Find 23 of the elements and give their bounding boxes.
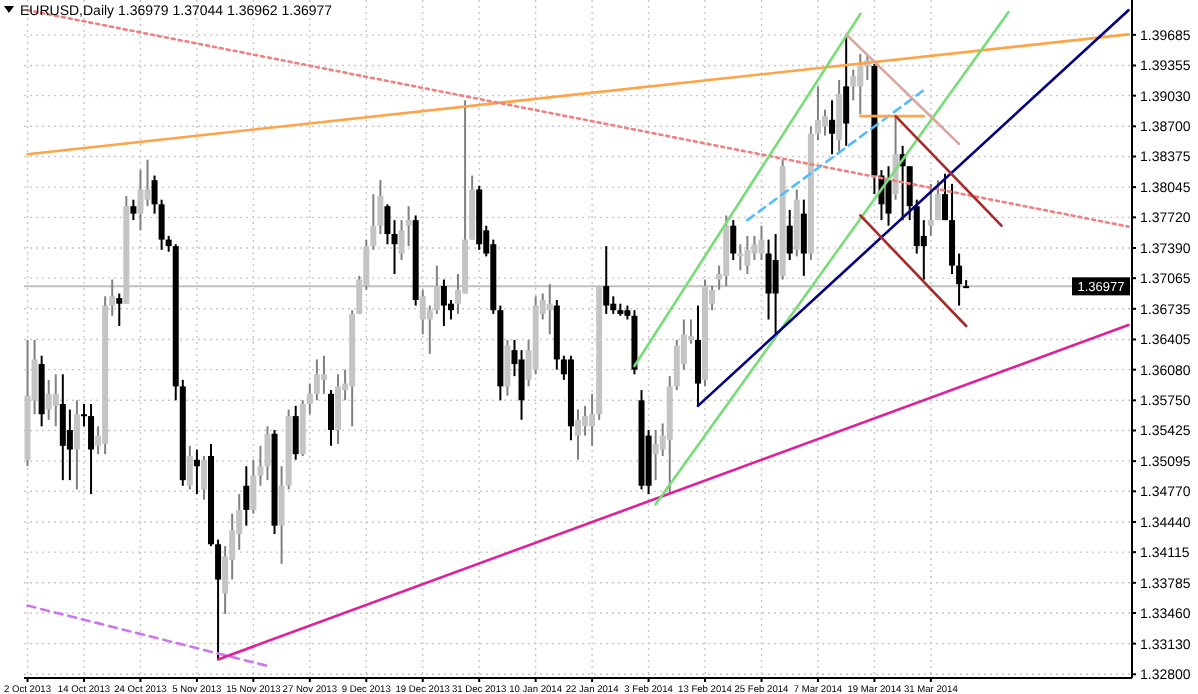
candlestick (116, 292, 123, 327)
candlestick (829, 99, 836, 156)
candlestick (292, 404, 299, 461)
candlestick (694, 304, 701, 407)
candlestick (518, 349, 525, 421)
candlestick (243, 465, 250, 527)
candlestick (603, 245, 610, 315)
candlestick (384, 203, 391, 246)
candlestick (193, 448, 200, 496)
candlestick (850, 68, 857, 102)
candlestick (843, 33, 850, 147)
candlestick (88, 403, 95, 496)
candlestick (391, 219, 398, 275)
candlestick (440, 278, 447, 327)
candlestick (730, 219, 737, 262)
candlestick (800, 198, 807, 277)
candlestick (786, 208, 793, 262)
candlestick (885, 165, 892, 227)
candlestick (59, 373, 66, 482)
candlestick (327, 389, 334, 447)
candlestick (130, 198, 137, 222)
candlestick (45, 378, 52, 421)
candlestick (772, 233, 779, 336)
